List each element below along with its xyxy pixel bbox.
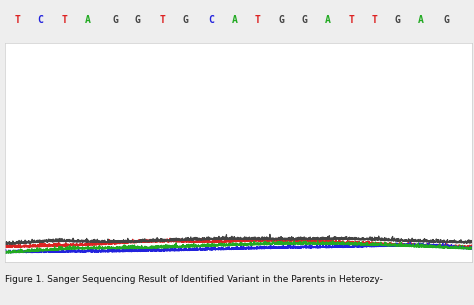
Text: A: A (231, 15, 237, 25)
Text: G: G (135, 15, 141, 25)
Text: T: T (372, 15, 377, 25)
Text: C: C (37, 15, 43, 25)
Text: T: T (14, 15, 20, 25)
Text: G: G (301, 15, 308, 25)
Text: T: T (160, 15, 165, 25)
Text: Figure 1. Sanger Sequencing Result of Identified Variant in the Parents in Heter: Figure 1. Sanger Sequencing Result of Id… (5, 274, 383, 284)
Text: T: T (62, 15, 67, 25)
Text: G: G (112, 15, 118, 25)
Text: G: G (183, 15, 189, 25)
Text: G: G (278, 15, 284, 25)
Text: A: A (325, 15, 331, 25)
Text: T: T (348, 15, 354, 25)
Text: A: A (85, 15, 91, 25)
Text: G: G (395, 15, 401, 25)
Text: A: A (418, 15, 424, 25)
Text: G: G (443, 15, 449, 25)
Text: C: C (208, 15, 214, 25)
Text: T: T (255, 15, 261, 25)
